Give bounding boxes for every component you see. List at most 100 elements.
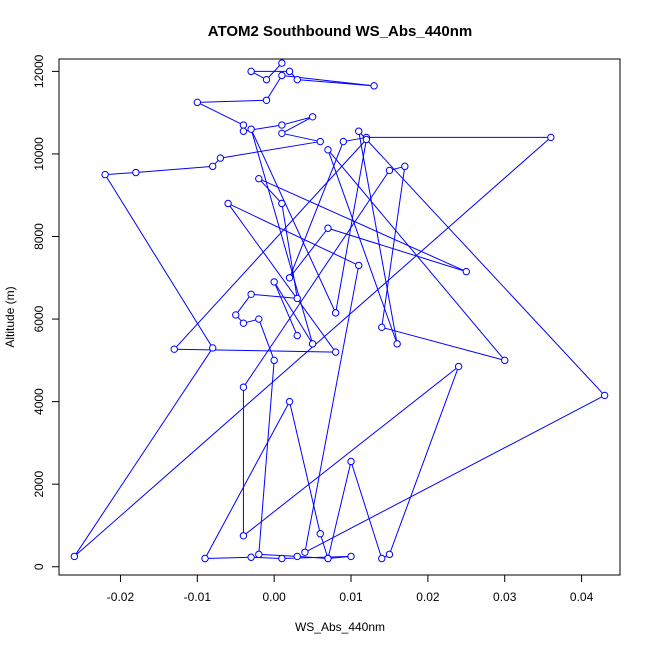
series-segment xyxy=(273,281,314,345)
data-point xyxy=(324,146,332,154)
series-segment xyxy=(251,556,282,559)
data-point xyxy=(285,397,294,406)
series-segment xyxy=(388,366,460,555)
data-point xyxy=(462,267,471,276)
series-segment xyxy=(319,533,329,559)
data-point xyxy=(547,133,555,142)
data-point xyxy=(224,199,232,208)
x-tick-label: -0.02 xyxy=(107,590,135,604)
data-point xyxy=(331,348,340,356)
data-point xyxy=(301,548,309,556)
series-segment xyxy=(327,149,506,361)
data-point xyxy=(355,261,363,270)
series-segment xyxy=(251,293,298,299)
data-point xyxy=(101,170,109,179)
data-point xyxy=(454,362,463,371)
data-point xyxy=(270,356,278,365)
series-segment xyxy=(258,318,275,361)
data-point xyxy=(255,550,263,559)
series-segment xyxy=(289,401,321,534)
data-point xyxy=(132,168,140,177)
series-segment xyxy=(173,139,367,350)
series-segment xyxy=(197,99,267,103)
data-point xyxy=(247,67,255,76)
y-tick-label: 10000 xyxy=(32,137,46,171)
data-point xyxy=(293,331,301,340)
series-segment xyxy=(327,149,398,344)
data-point xyxy=(339,137,348,146)
series-segment xyxy=(281,555,352,559)
series-segment xyxy=(105,172,136,176)
data-point xyxy=(393,340,401,348)
data-point xyxy=(324,554,332,563)
series-segment xyxy=(350,461,383,559)
data-point xyxy=(239,319,248,327)
x-tick-label: 0.01 xyxy=(339,590,363,604)
series-segment xyxy=(289,141,344,278)
series-segment xyxy=(243,170,390,388)
plot-frame xyxy=(58,58,621,576)
data-point xyxy=(370,82,378,90)
data-point xyxy=(239,532,248,540)
y-axis-label: Altitude (m) xyxy=(3,286,17,347)
x-axis-label: WS_Abs_440nm xyxy=(295,620,385,634)
data-point xyxy=(362,135,371,144)
data-point xyxy=(247,290,255,298)
data-point xyxy=(262,96,271,104)
y-tick-label: 4000 xyxy=(32,388,46,415)
data-point xyxy=(285,274,294,282)
series-segment xyxy=(304,394,605,553)
data-point xyxy=(247,125,255,133)
data-point xyxy=(208,162,217,171)
data-point xyxy=(278,129,286,138)
series-segment xyxy=(135,165,213,174)
series-segment xyxy=(358,130,605,396)
data-point xyxy=(501,356,509,365)
data-point xyxy=(239,121,248,129)
series-segment xyxy=(258,178,283,204)
data-point xyxy=(308,340,317,348)
data-point xyxy=(201,554,209,563)
data-point xyxy=(355,127,363,135)
series-segment xyxy=(327,227,467,273)
data-point xyxy=(401,162,409,171)
data-point xyxy=(293,294,301,303)
series-segment xyxy=(335,139,367,313)
series-segment xyxy=(258,360,275,555)
series-segment xyxy=(104,174,214,349)
data-point xyxy=(385,550,394,559)
series-segment xyxy=(258,553,298,557)
series-segment xyxy=(250,128,337,314)
data-point xyxy=(278,121,286,129)
data-point xyxy=(170,345,178,353)
data-point xyxy=(378,554,386,563)
series-segment xyxy=(289,227,329,279)
data-point xyxy=(255,175,263,183)
series-segment xyxy=(281,132,321,143)
data-point xyxy=(278,71,286,80)
series-points xyxy=(70,59,609,563)
x-tick-label: 0.00 xyxy=(262,590,286,604)
x-tick-label: 0.04 xyxy=(570,590,594,604)
data-point xyxy=(347,552,355,561)
data-point xyxy=(600,391,609,400)
y-tick-label: 2000 xyxy=(32,471,46,498)
data-point xyxy=(247,553,255,561)
y-tick-label: 6000 xyxy=(32,305,46,332)
data-point xyxy=(70,552,79,561)
series-segment xyxy=(343,136,367,143)
series-segment xyxy=(205,556,252,559)
data-point xyxy=(216,154,225,162)
data-point xyxy=(270,278,278,286)
data-point xyxy=(347,457,355,466)
data-point xyxy=(316,530,324,538)
series-segment xyxy=(174,348,336,353)
series-segment xyxy=(250,129,314,344)
data-point xyxy=(293,75,301,84)
data-point xyxy=(308,113,317,121)
data-point xyxy=(193,98,202,107)
series-segment xyxy=(273,281,298,336)
chart-title: ATOM2 Southbound WS_Abs_440nm xyxy=(208,23,472,40)
